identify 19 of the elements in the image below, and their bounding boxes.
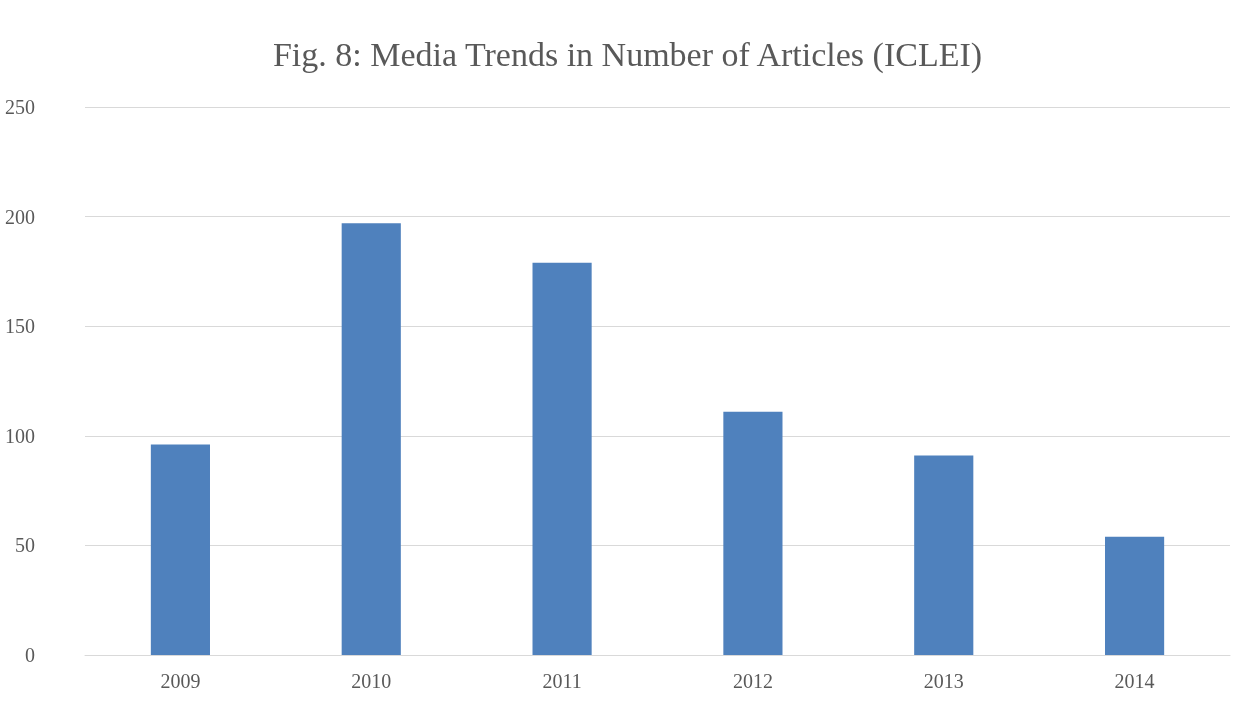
y-tick-label: 250 — [5, 96, 35, 118]
y-tick-label: 100 — [5, 424, 35, 447]
y-tick-label: 150 — [5, 315, 35, 338]
y-tick-label: 50 — [15, 534, 35, 557]
bar — [150, 444, 210, 655]
x-tick-label: 2009 — [160, 670, 201, 692]
bar — [341, 223, 401, 655]
chart-title: Fig. 8: Media Trends in Number of Articles (ICLEI) — [272, 35, 983, 74]
x-tick-label: 2013 — [923, 670, 964, 692]
x-tick-label: 2012 — [732, 670, 773, 692]
bar — [532, 262, 592, 655]
bar — [1105, 536, 1165, 655]
y-tick-label: 200 — [5, 205, 35, 228]
bar — [723, 411, 783, 655]
bar — [914, 455, 974, 655]
y-tick-label: 0 — [25, 644, 35, 666]
x-tick-label: 2011 — [542, 670, 582, 692]
x-tick-label: 2014 — [1114, 670, 1155, 692]
x-tick-label: 2010 — [351, 670, 392, 692]
